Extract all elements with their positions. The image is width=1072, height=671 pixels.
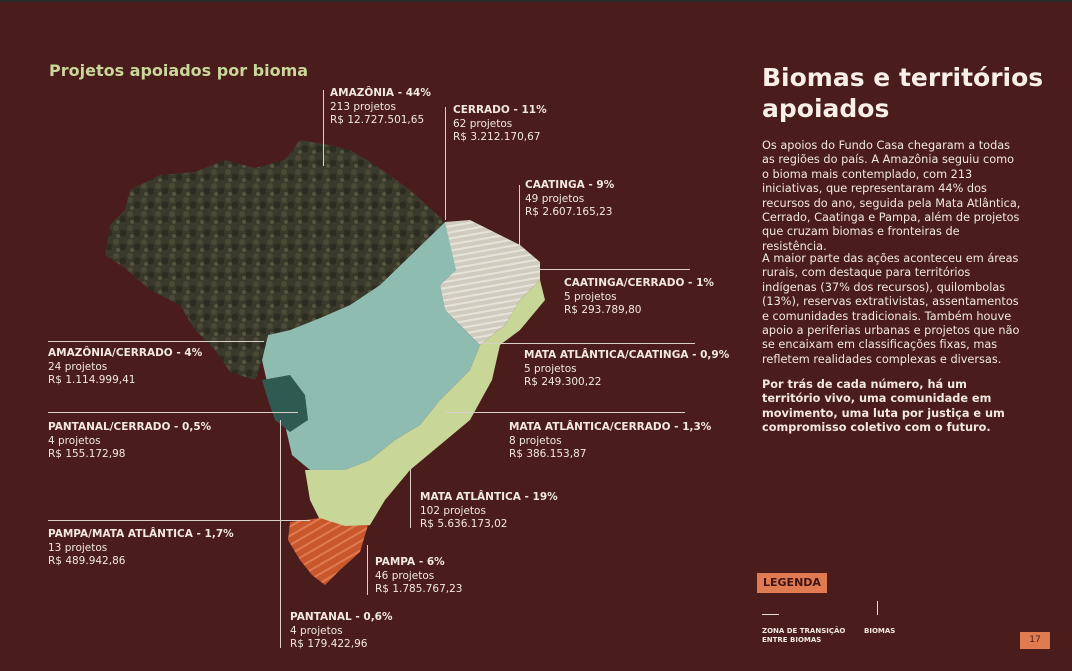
callout-title: PAMPA - 6% [375,556,445,568]
leader-line-caatinga-cerrado [538,269,690,270]
callout-mata-atlantica-cerrado: MATA ATLÂNTICA/CERRADO - 1,3% 8 projetos… [509,421,711,462]
legend-biome-line [877,601,878,615]
callout-projects: 4 projetos [290,624,343,637]
callout-amount: R$ 1.114.999,41 [48,374,136,386]
mata-atlantica-region [305,280,545,530]
callout-projects: 46 projetos [375,569,435,582]
leader-line-pantanal [280,420,281,648]
caatinga-region [440,220,540,345]
intro-paragraph: Os apoios do Fundo Casa chegaram a todas… [762,139,1021,253]
legend-transition-label: ZONA DE TRANSIÇÃO ENTRE BIOMAS [762,627,846,644]
callout-projects: 5 projetos [564,290,617,303]
callout-amount: R$ 5.636.173,02 [420,518,508,530]
callout-projects: 213 projetos [330,100,396,113]
pampa-region [288,518,368,585]
territories-paragraph: A maior parte das ações aconteceu em áre… [762,252,1020,366]
callout-amount: R$ 293.789,80 [564,304,642,316]
callout-amount: R$ 1.785.767,23 [375,583,463,595]
callout-title: MATA ATLÂNTICA - 19% [420,491,558,503]
callout-caatinga-cerrado: CAATINGA/CERRADO - 1% 5 projetos R$ 293.… [564,277,714,318]
callout-projects: 24 projetos [48,360,108,373]
leader-line-amazonia [323,90,324,166]
callout-projects: 5 projetos [524,362,577,375]
leader-line-pampa [367,545,368,595]
cerrado-region [262,222,480,470]
callout-pantanal: PANTANAL - 0,6% 4 projetos R$ 179.422,96 [290,611,393,652]
callout-title: AMAZÔNIA - 44% [330,87,431,99]
callout-amount: R$ 489.942,86 [48,555,126,567]
callout-pampa: PAMPA - 6% 46 projetos R$ 1.785.767,23 [375,556,462,597]
callout-title: CAATINGA - 9% [525,179,615,191]
callout-projects: 62 projetos [453,117,513,130]
side-title-line2: apoiados [762,94,890,123]
callout-pantanal-cerrado: PANTANAL/CERRADO - 0,5% 4 projetos R$ 15… [48,421,211,462]
leader-line-mata-atlantica [410,468,411,528]
page-number: 17 [1020,632,1050,649]
side-title-line1: Biomas e territórios [762,63,1044,92]
legend-transition-line [762,614,779,615]
callout-title: CERRADO - 11% [453,104,547,116]
callout-cerrado: CERRADO - 11% 62 projetos R$ 3.212.170,6… [453,104,547,145]
legend-biomes-label: BIOMAS [864,627,896,635]
callout-amount: R$ 2.607.165,23 [525,206,613,218]
callout-amazonia: AMAZÔNIA - 44% 213 projetos R$ 12.727.50… [330,87,431,128]
callout-title: PANTANAL - 0,6% [290,611,393,623]
callout-mata-atlantica: MATA ATLÂNTICA - 19% 102 projetos R$ 5.6… [420,491,558,532]
brazil-biome-map [105,140,545,585]
callout-projects: 49 projetos [525,192,585,205]
pantanal-region [262,375,308,432]
callout-amount: R$ 12.727.501,65 [330,114,425,126]
leader-line-cerrado [445,107,446,220]
leader-line-pantanal-cerrado [48,412,298,413]
section-title: Projetos apoiados por bioma [49,61,309,80]
callout-title: PAMPA/MATA ATLÂNTICA - 1,7% [48,528,234,540]
side-title: Biomas e territórios apoiados [762,62,1052,124]
callout-projects: 102 projetos [420,504,486,517]
callout-amount: R$ 249.300,22 [524,376,602,388]
callout-projects: 8 projetos [509,434,562,447]
callout-amount: R$ 179.422,96 [290,638,368,650]
callout-projects: 13 projetos [48,541,108,554]
callout-title: AMAZÔNIA/CERRADO - 4% [48,347,203,359]
legend-badge: LEGENDA [757,573,827,593]
callout-mata-atlantica-caatinga: MATA ATLÂNTICA/CAATINGA - 0,9% 5 projeto… [524,349,729,390]
callout-title: CAATINGA/CERRADO - 1% [564,277,714,289]
callout-amount: R$ 155.172,98 [48,448,126,460]
leader-line-caatinga [519,185,520,250]
callout-caatinga: CAATINGA - 9% 49 projetos R$ 2.607.165,2… [525,179,614,220]
leader-line-amazonia-cerrado [48,341,264,342]
leader-line-pampa-mata-atlantica [48,520,310,521]
callout-amount: R$ 386.153,87 [509,448,587,460]
leader-line-mata-atlantica-caatinga [480,343,695,344]
leader-line-mata-atlantica-cerrado [445,412,685,413]
callout-amazonia-cerrado: AMAZÔNIA/CERRADO - 4% 24 projetos R$ 1.1… [48,347,202,388]
callout-title: PANTANAL/CERRADO - 0,5% [48,421,212,433]
closing-paragraph: Por trás de cada número, há um territóri… [762,378,1005,435]
callout-title: MATA ATLÂNTICA/CAATINGA - 0,9% [524,349,730,361]
amazonia-region [105,140,445,380]
callout-title: MATA ATLÂNTICA/CERRADO - 1,3% [509,421,712,433]
callout-pampa-mata-atlantica: PAMPA/MATA ATLÂNTICA - 1,7% 13 projetos … [48,528,234,569]
callout-projects: 4 projetos [48,434,101,447]
callout-amount: R$ 3.212.170,67 [453,131,541,143]
